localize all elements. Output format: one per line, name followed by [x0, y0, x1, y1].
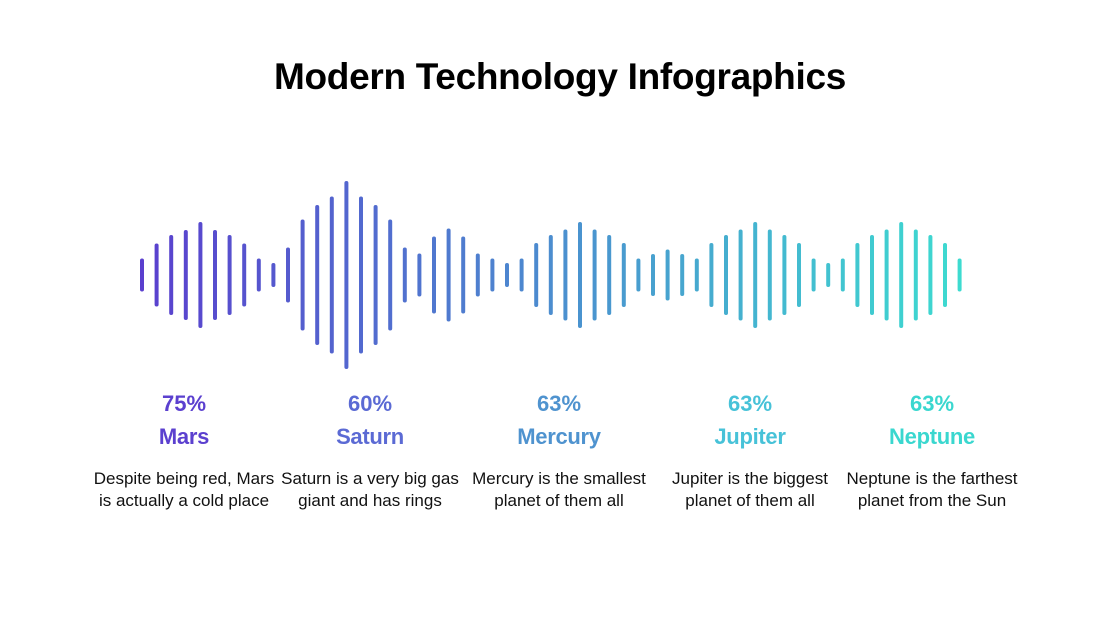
planet-description: Jupiter is the biggest planet of them al… — [672, 469, 828, 510]
percent-value: 63% — [909, 391, 955, 416]
planet-name: Jupiter — [714, 424, 786, 449]
planet-name: Saturn — [336, 424, 404, 449]
percent-value: 75% — [161, 391, 207, 416]
planet-column-neptune: 63% Neptune Neptune is the farthest plan… — [837, 390, 1027, 512]
planet-column-mars: 75% Mars Despite being red, Mars is actu… — [89, 390, 279, 512]
planet-description: Despite being red, Mars is actually a co… — [93, 469, 275, 510]
planet-column-mercury: 63% Mercury Mercury is the smallest plan… — [464, 390, 654, 512]
percent-value: 60% — [347, 391, 393, 416]
planet-column-jupiter: 63% Jupiter Jupiter is the biggest plane… — [655, 390, 845, 512]
percent-value: 63% — [536, 391, 582, 416]
planet-description: Neptune is the farthest planet from the … — [846, 469, 1018, 510]
planet-name: Neptune — [889, 424, 975, 449]
planet-description: Saturn is a very big gas giant and has r… — [281, 469, 459, 510]
page-title: Modern Technology Infographics — [273, 56, 847, 97]
planet-name: Mercury — [517, 424, 601, 449]
planet-column-saturn: 60% Saturn Saturn is a very big gas gian… — [275, 390, 465, 512]
percent-value: 63% — [727, 391, 773, 416]
planet-description: Mercury is the smallest planet of them a… — [472, 469, 646, 510]
planet-name: Mars — [158, 424, 210, 449]
